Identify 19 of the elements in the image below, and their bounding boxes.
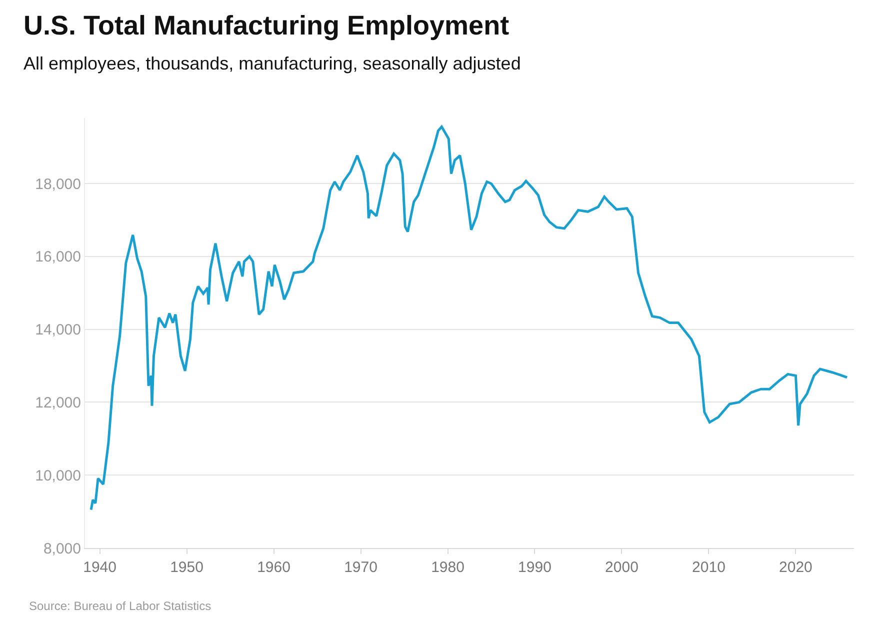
x-tick-label: 1960 xyxy=(257,559,290,576)
x-tick-label: 1950 xyxy=(170,559,204,576)
y-tick-label: 16,000 xyxy=(35,248,81,266)
y-tick-label: 10,000 xyxy=(35,467,81,484)
source-note: Source: Bureau of Labor Statistics xyxy=(29,599,212,613)
y-tick-label: 12,000 xyxy=(35,394,81,412)
x-tick-label: 2020 xyxy=(779,559,812,576)
x-tick-label: 1970 xyxy=(344,559,378,576)
chart-subtitle: All employees, thousands, manufacturing, seasonally adjusted xyxy=(24,54,521,74)
x-tick-label: 2000 xyxy=(605,559,638,576)
x-tick-label: 2010 xyxy=(692,559,726,576)
line-series xyxy=(90,126,848,511)
x-tick-label: 1980 xyxy=(431,559,464,576)
y-tick-label: 18,000 xyxy=(35,176,81,193)
chart-title: U.S. Total Manufacturing Employment xyxy=(24,10,510,40)
x-tick-label: 1990 xyxy=(518,559,552,576)
y-tick-label: 8,000 xyxy=(43,540,81,558)
x-tick-label: 1940 xyxy=(83,559,116,576)
y-tick-label: 14,000 xyxy=(35,322,81,339)
